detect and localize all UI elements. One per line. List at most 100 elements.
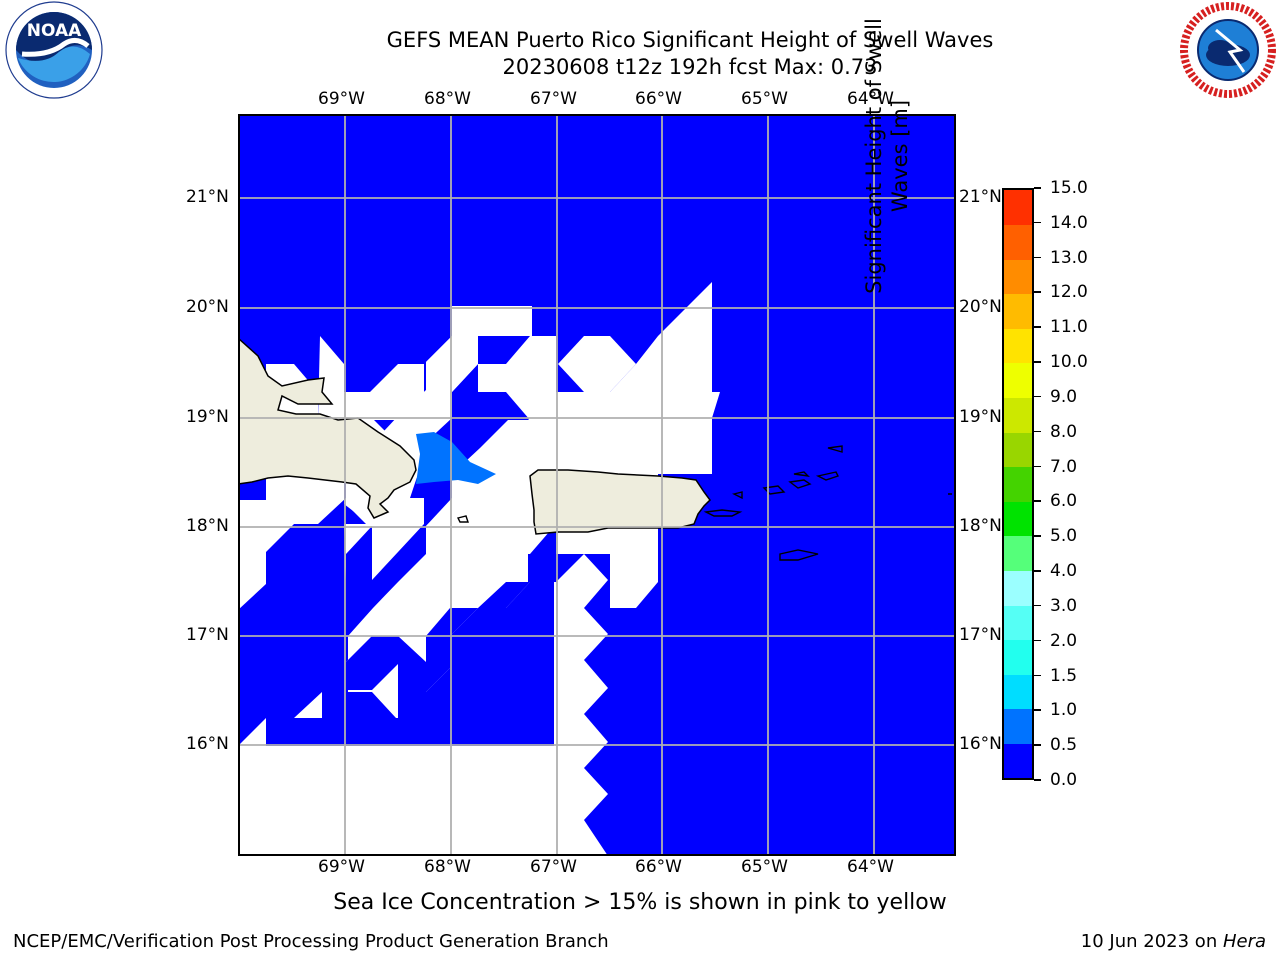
colorbar-ticks: 0.0 0.5 1.0 1.5 2.0 3.0 4.0 5.0 6.0 7.0 8.0 9.0 10.0… [1034,178,1094,790]
lat-label-right: 20°N [959,297,1002,317]
colorbar-segment [1004,397,1032,433]
lon-label-top: 68°W [424,89,471,109]
lon-label-top: 65°W [741,89,788,109]
chart-title: GEFS MEAN Puerto Rico Significant Height… [386,28,994,52]
colorbar-tick-mark [1034,430,1041,433]
nws-logo [1180,2,1276,98]
colorbar-segment [1004,708,1032,744]
colorbar-segment [1004,362,1032,399]
footer-host: Hera [1222,931,1266,952]
footer-date-text: 10 Jun 2023 on [1080,931,1223,952]
colorbar-segment [1004,328,1032,364]
colorbar-tick-mark [1034,395,1041,398]
sea-ice-note: Sea Ice Concentration > 15% is shown in … [333,890,947,915]
colorbar-segment [1004,501,1032,537]
colorbar-tick-label: 1.0 [1050,700,1078,721]
footer-branch: NCEP/EMC/Verification Post Processing Pr… [13,931,609,952]
map-frame [238,114,956,856]
colorbar-segment [1004,605,1032,641]
lon-label-bottom: 66°W [635,857,682,877]
colorbar-segment [1004,639,1032,675]
lon-label-bottom: 64°W [847,857,894,877]
colorbar-tick-label: 0.5 [1050,735,1078,756]
lon-label-top: 67°W [530,89,577,109]
colorbar-segment [1004,674,1032,710]
colorbar-tick-mark [1034,291,1041,293]
colorbar-segment [1004,259,1032,295]
lon-label-top: 66°W [635,89,682,109]
land-hispaniola [238,336,417,519]
colorbar-tick-mark [1034,570,1041,572]
colorbar-tick-label: 12.0 [1050,282,1088,303]
colorbar-tick-mark [1034,535,1041,537]
colorbar-tick-label: 0.0 [1050,770,1078,790]
colorbar-segment [1004,293,1032,329]
graticule [238,114,956,856]
colorbar-tick-label: 5.0 [1050,526,1078,547]
colorbar-segment [1004,224,1032,260]
colorbar-tick-mark [1034,709,1041,711]
colorbar-tick-mark [1034,744,1041,746]
lat-label-left: 20°N [186,297,229,317]
colorbar-tick-mark [1034,500,1041,502]
colorbar-label: Significant Height of Swell Waves [m] [861,11,913,301]
lat-labels-right: 21°N 20°N 19°N 18°N 17°N 16°N [958,180,1002,800]
colorbar-tick-label: 4.0 [1050,561,1078,582]
colorbar-tick-mark [1034,465,1041,468]
lat-label-left: 17°N [186,625,229,645]
lat-label-right: 19°N [959,407,1002,427]
noaa-logo-text: NOAA [27,21,82,41]
lat-label-right: 21°N [959,187,1002,207]
lat-label-left: 21°N [186,187,229,207]
small-islands [456,445,952,561]
colorbar-label-line2: Waves [m] [888,99,912,213]
colorbar [1002,188,1034,780]
colorbar-segment [1004,466,1032,502]
colorbar-tick-mark [1034,674,1041,677]
noaa-logo: NOAA [5,1,103,99]
colorbar-segment [1004,432,1032,468]
lat-label-right: 18°N [959,516,1002,536]
lon-label-bottom: 65°W [741,857,788,877]
colorbar-tick-label: 7.0 [1050,456,1078,477]
colorbar-segment [1004,190,1032,226]
lon-label-top: 64°W [847,89,894,109]
colorbar-label-line1: Significant Height of Swell [862,18,886,294]
lat-label-left: 16°N [186,734,229,754]
colorbar-tick-mark [1034,256,1041,259]
colorbar-tick-label: 10.0 [1050,352,1088,373]
colorbar-tick-mark [1034,221,1041,224]
map-panel [238,114,956,856]
swell-patch-05 [416,432,496,484]
colorbar-tick-label: 3.0 [1050,595,1078,616]
colorbar-tick-label: 1.5 [1050,665,1078,686]
colorbar-tick-label: 8.0 [1050,421,1078,442]
colorbar-tick-mark [1034,326,1041,328]
colorbar-tick-mark [1034,779,1041,781]
colorbar-tick-mark [1034,361,1041,363]
colorbar-tick-label: 6.0 [1050,491,1078,512]
lat-label-right: 16°N [959,734,1002,754]
lon-label-bottom: 68°W [424,857,471,877]
lat-label-left: 19°N [186,407,229,427]
colorbar-tick-mark [1034,604,1041,607]
colorbar-tick-label: 2.0 [1050,630,1078,651]
ocean-patches [238,524,584,718]
colorbar-tick-label: 13.0 [1050,247,1088,268]
lat-label-left: 18°N [186,516,229,536]
lon-label-top: 69°W [318,89,365,109]
colorbar-tick-label: 14.0 [1050,212,1088,233]
land-puerto-rico [529,469,711,535]
colorbar-tick-label: 9.0 [1050,386,1078,407]
colorbar-tick-label: 11.0 [1050,317,1088,338]
lat-label-right: 17°N [959,625,1002,645]
colorbar-tick-mark [1034,639,1041,642]
lon-label-bottom: 67°W [530,857,577,877]
lon-label-bottom: 69°W [318,857,365,877]
colorbar-tick-mark [1034,187,1041,189]
colorbar-tick-label: 15.0 [1050,178,1088,198]
colorbar-segment [1004,570,1032,606]
colorbar-segment [1004,535,1032,571]
colorbar-segment [1004,743,1032,779]
footer-date: 10 Jun 2023 on Hera [1081,931,1266,952]
